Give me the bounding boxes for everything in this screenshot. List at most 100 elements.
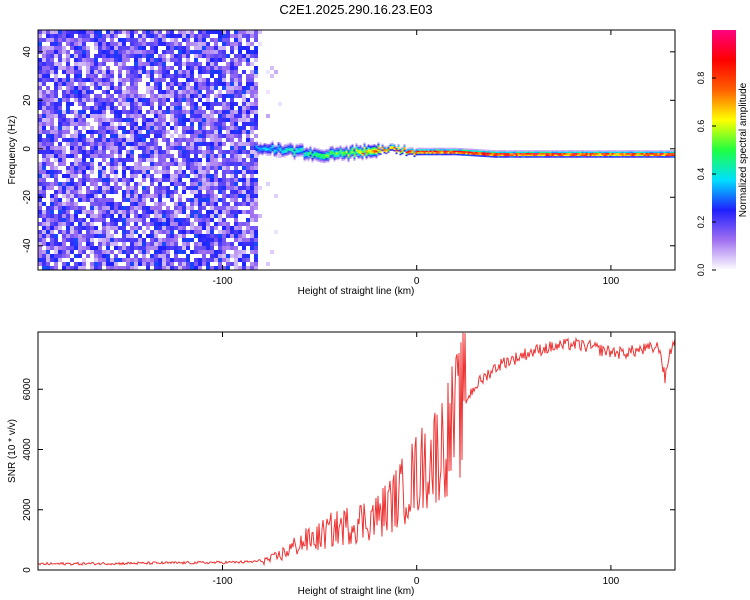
spectrogram-cell [198,66,202,70]
spectrogram-y-tick-label: 20 [22,94,33,106]
spectrogram-signal-cell [281,155,284,157]
spectrogram-signal-cell [657,151,660,154]
spectrogram-cell [202,234,206,238]
spectrogram-cell [42,154,46,158]
spectrogram-cell [78,74,82,78]
spectrogram-cell [222,254,226,258]
spectrogram-cell [254,86,258,90]
spectrogram-signal-cell [567,151,570,154]
spectrogram-cell [182,130,186,134]
spectrogram-signal-cell [527,154,530,157]
spectrogram-cell [78,90,82,94]
spectrogram-signal-cell [401,149,404,152]
spectrogram-signal-cell [525,156,528,158]
spectrogram-signal-cell [433,147,436,150]
spectrogram-signal-cell [583,156,586,158]
spectrogram-cell [214,222,218,226]
spectrogram-signal-cell [581,156,584,158]
spectrogram-cell [106,58,110,62]
spectrogram-cell [154,58,158,62]
spectrogram-cell [170,142,174,146]
spectrogram-signal-cell [347,160,350,163]
spectrogram-cell [86,226,90,230]
spectrogram-signal-cell [455,147,458,150]
spectrogram-cell [190,62,194,66]
spectrogram-cell [150,58,154,62]
spectrogram-signal-cell [429,152,432,154]
spectrogram-signal-cell [477,149,480,151]
spectrogram-signal-cell [505,156,508,158]
spectrogram-cell [218,234,222,238]
spectrogram-cell [226,66,230,70]
spectrogram-cell [210,186,214,190]
spectrogram-cell [194,142,198,146]
spectrogram-cell [238,62,242,66]
spectrogram-signal-cell [523,156,526,158]
spectrogram-cell [250,234,254,238]
spectrogram-cell [110,250,114,254]
spectrogram-cell [126,74,130,78]
spectrogram-cell [214,266,218,270]
spectrogram-cell [74,78,78,82]
spectrogram-signal-cell [441,147,444,150]
spectrogram-signal-cell [365,150,368,152]
spectrogram-signal-cell [641,154,644,157]
spectrogram-cell [122,266,126,270]
spectrogram-cell [270,250,274,254]
spectrogram-cell [238,150,242,154]
spectrogram-cell [234,202,238,206]
spectrogram-cell [146,262,150,266]
spectrogram-cell [142,98,146,102]
spectrogram-signal-cell [611,154,614,157]
spectrogram-cell [114,126,118,130]
spectrogram-signal-cell [355,143,358,145]
spectrogram-cell [162,166,166,170]
spectrogram-cell [202,174,206,178]
spectrogram-cell [126,178,130,182]
spectrogram-cell [54,146,58,150]
spectrogram-cell [206,214,210,218]
spectrogram-cell [118,118,122,122]
spectrogram-cell [94,38,98,42]
spectrogram-cell [158,190,162,194]
spectrogram-cell [206,202,210,206]
spectrogram-cell [94,58,98,62]
spectrogram-cell [238,46,242,50]
spectrogram-cell [238,258,242,262]
spectrogram-cell [86,194,90,198]
spectrogram-signal-cell [607,154,610,157]
spectrogram-cell [182,234,186,238]
spectrogram-cell [234,62,238,66]
spectrogram-cell [42,210,46,214]
spectrogram-cell [42,242,46,246]
spectrogram-signal-cell [617,150,620,152]
spectrogram-cell [66,254,70,258]
spectrogram-signal-cell [449,150,452,153]
spectrogram-signal-cell [469,153,472,155]
spectrogram-cell [106,30,110,34]
spectrogram-cell [38,166,42,170]
spectrogram-cell [202,82,206,86]
spectrogram-cell [162,138,166,142]
spectrogram-signal-cell [639,153,642,155]
spectrogram-signal-cell [599,154,602,157]
spectrogram-cell [222,106,226,110]
spectrogram-signal-cell [277,151,280,153]
spectrogram-cell [126,142,130,146]
spectrogram-cell [106,126,110,130]
spectrogram-cell [42,222,46,226]
spectrogram-cell [74,142,78,146]
spectrogram-signal-cell [269,142,272,145]
spectrogram-cell [114,254,118,258]
spectrogram-signal-cell [619,156,622,158]
spectrogram-cell [86,242,90,246]
spectrogram-signal-cell [353,154,356,157]
spectrogram-signal-cell [451,147,454,150]
spectrogram-signal-cell [437,153,440,156]
spectrogram-cell [238,90,242,94]
spectrogram-cell [158,186,162,190]
spectrogram-cell [70,38,74,42]
spectrogram-signal-cell [325,156,328,159]
spectrogram-signal-cell [345,151,348,153]
spectrogram-cell [210,178,214,182]
